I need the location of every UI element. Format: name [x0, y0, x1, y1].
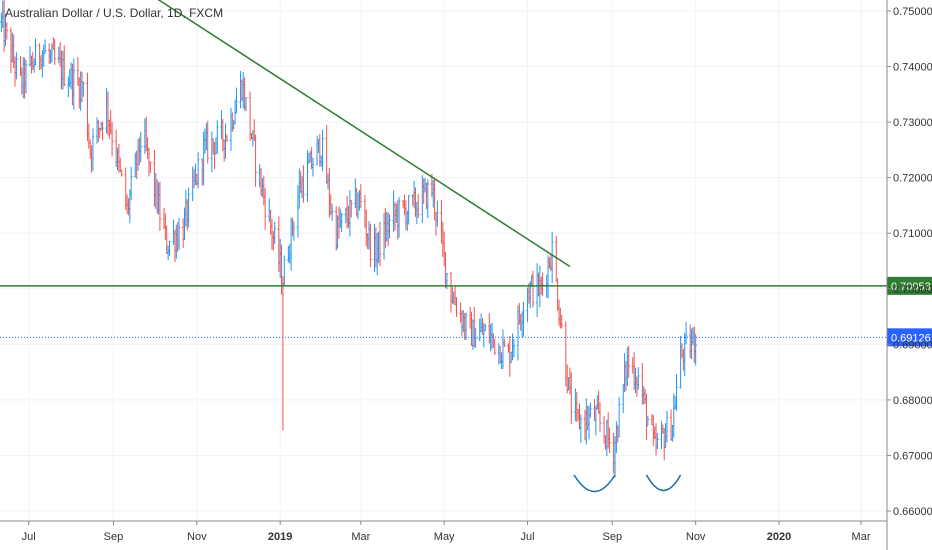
y-tick-label: 0.71000	[893, 228, 932, 240]
x-tick-label: Sep	[603, 531, 623, 543]
x-tick-label: Nov	[187, 531, 207, 543]
y-tick-label: 0.69000	[893, 339, 932, 351]
chart-title: Australian Dollar / U.S. Dollar, 1D, FXC…	[5, 6, 223, 20]
y-tick-label: 0.74000	[893, 62, 932, 74]
y-tick-label: 0.67000	[893, 450, 932, 462]
x-tick-label: 2019	[268, 531, 292, 543]
y-tick-label: 0.70000	[893, 284, 932, 296]
grid	[0, 0, 887, 521]
bottom-arc[interactable]	[573, 474, 616, 493]
x-tick-label: Nov	[686, 531, 706, 543]
candles	[0, 0, 697, 478]
overlays: 0.70053 0.69126	[0, 0, 932, 493]
support-price-badge	[887, 276, 932, 295]
x-tick-label: 2020	[767, 531, 791, 543]
y-tick-label: 0.73000	[893, 117, 932, 129]
current-price-label: 0.69126	[891, 332, 931, 344]
current-price-badge	[887, 328, 932, 347]
x-tick-label: Sep	[104, 531, 124, 543]
support-price-label: 0.70053	[891, 281, 931, 293]
x-tick-label: Mar	[852, 531, 871, 543]
x-tick-label: Mar	[351, 531, 370, 543]
bottom-arc[interactable]	[645, 474, 682, 492]
time-axis[interactable]: Jul Sep Nov 2019 Mar May Jul Sep Nov 2020 Mar	[22, 521, 871, 543]
price-axis[interactable]: 0.66000 0.67000 0.68000 0.69000 0.70000 0.710…	[887, 6, 932, 518]
y-tick-label: 0.66000	[893, 506, 932, 518]
x-tick-label: Jul	[521, 531, 535, 543]
y-tick-label: 0.72000	[893, 173, 932, 185]
trendline[interactable]	[90, 0, 571, 268]
y-tick-label: 0.75000	[893, 6, 932, 18]
x-tick-label: Jul	[22, 531, 36, 543]
y-tick-label: 0.68000	[893, 395, 932, 407]
x-tick-label: May	[434, 531, 455, 543]
